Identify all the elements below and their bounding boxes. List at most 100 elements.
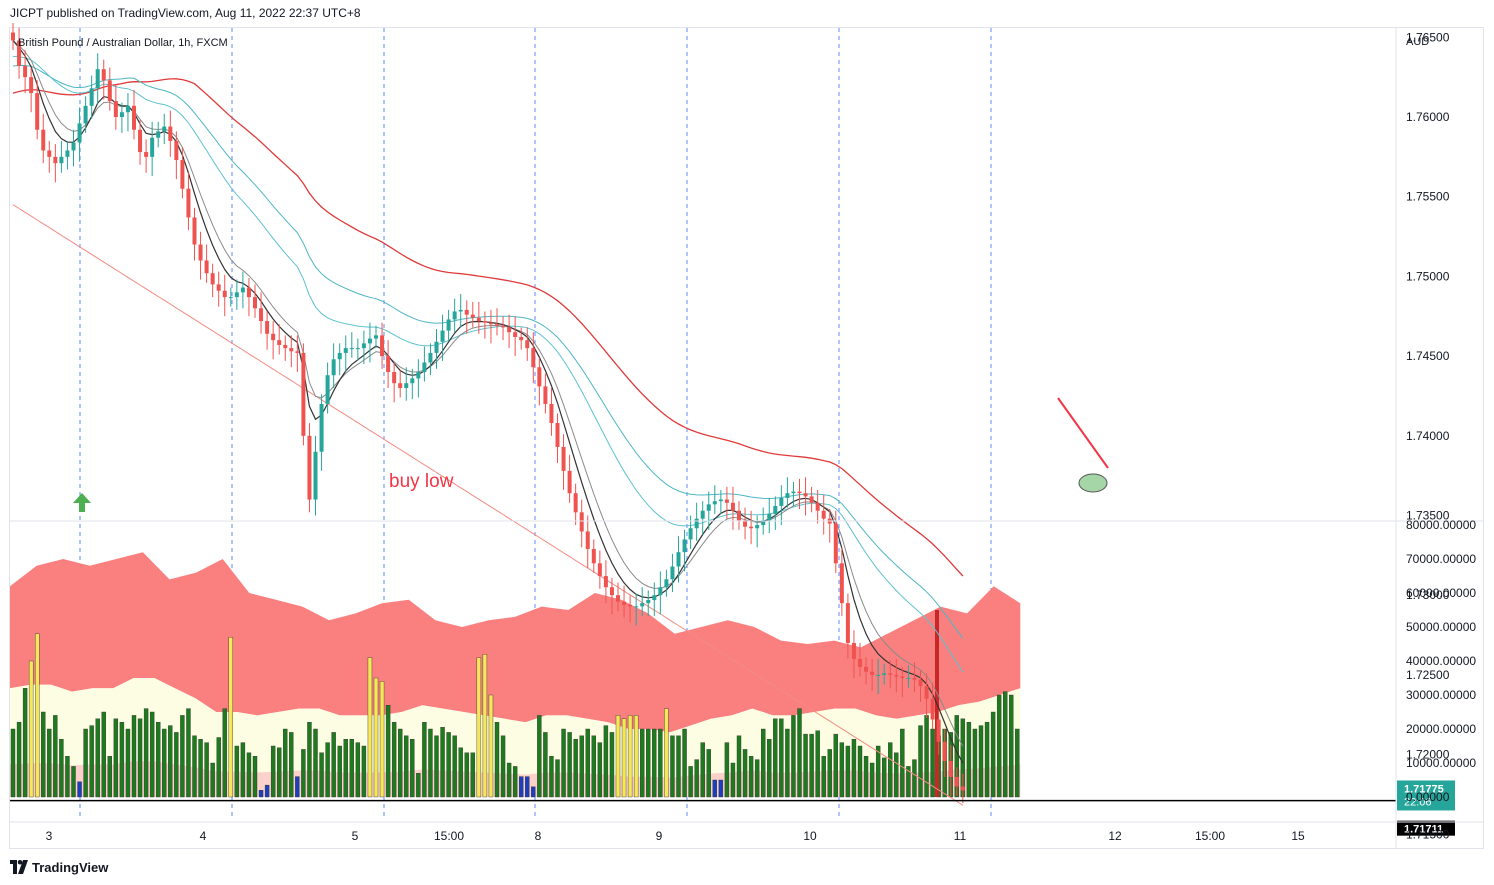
volume-bar (343, 739, 348, 798)
ema-60-line (12, 78, 964, 577)
volume-bar (1009, 694, 1014, 798)
buy-low-annotation[interactable]: buy low (389, 471, 454, 492)
volume-bar (337, 745, 342, 798)
volume-bar (101, 711, 106, 798)
candle-body (410, 378, 415, 384)
trend-line[interactable] (1057, 397, 1109, 469)
candle-body (585, 531, 590, 549)
candle-body (156, 131, 161, 138)
candle-body (761, 520, 766, 526)
volume-bar (706, 749, 711, 798)
volume-bar (640, 728, 645, 798)
volume-bar (307, 722, 312, 798)
candle-body (755, 525, 760, 529)
candle-body (851, 643, 856, 659)
price-tick-label: 1.72500 (1406, 668, 1450, 682)
last-price-badge (1397, 780, 1455, 811)
line-price-label: 1.71711 (1404, 824, 1443, 836)
volume-bar (385, 705, 391, 798)
candle-body (83, 105, 88, 124)
volume-tick-label: 20000.00000 (1406, 722, 1476, 736)
buy-zone-ellipse[interactable] (1078, 473, 1108, 493)
volume-bar (567, 732, 572, 798)
candle-body (924, 686, 929, 699)
candle-body (343, 348, 348, 353)
candle-body (670, 566, 675, 580)
candle-body (628, 604, 633, 607)
candle-body (495, 324, 499, 326)
candle-body (301, 352, 306, 436)
volume-bar (35, 633, 40, 798)
volume-bar (264, 784, 270, 798)
volume-bar (404, 735, 409, 798)
candle-body (386, 356, 391, 373)
volume-bar (355, 742, 361, 798)
volume-bar (59, 739, 64, 798)
candle-body (89, 88, 94, 106)
time-tick-label: 12 (1108, 829, 1122, 843)
candle-body (319, 403, 324, 452)
candle-body (664, 579, 669, 588)
volume-bar (996, 694, 1002, 798)
candle-body (204, 260, 209, 274)
time-tick-label: 4 (200, 829, 207, 843)
price-tick-label: 1.72000 (1406, 748, 1450, 762)
volume-bar (863, 756, 869, 798)
volume-bar (748, 756, 754, 798)
volume-bar (301, 749, 306, 798)
volume-bar (506, 762, 512, 798)
currency-label: AUD (1406, 36, 1429, 48)
time-tick-label: 10 (803, 829, 817, 843)
candle-body (325, 375, 330, 404)
candle-body (531, 348, 536, 368)
candle-body (519, 336, 524, 341)
volume-bar (22, 688, 28, 798)
candle-body (870, 671, 875, 675)
volume-bar (615, 715, 621, 798)
candle-body (47, 150, 52, 157)
ema-200-line (12, 204, 964, 806)
candle-body (380, 335, 385, 357)
volume-tick-label: 80000.00000 (1406, 518, 1476, 532)
volume-bar (549, 756, 554, 798)
volume-bar (373, 677, 379, 798)
candle-body (797, 491, 802, 494)
volume-bar (579, 735, 584, 798)
time-tick-label: 15:00 (434, 829, 464, 843)
candle-body (809, 496, 814, 503)
volume-bar (210, 762, 215, 798)
volume-bar (155, 722, 161, 798)
volume-bar (464, 752, 469, 798)
countdown-label: 22:06 (1404, 796, 1432, 808)
volume-bar (204, 742, 209, 798)
tradingview-brand[interactable]: TradingView (10, 858, 108, 876)
candle-body (743, 520, 748, 527)
volume-bar (452, 735, 457, 798)
candle-body (652, 595, 657, 600)
volume-tick-label: 40000.00000 (1406, 654, 1476, 668)
volume-bar (767, 739, 772, 798)
volume-bar (646, 728, 651, 798)
volume-bar (918, 725, 923, 798)
volume-bar (809, 733, 814, 798)
candle-body (507, 327, 512, 333)
volume-tick-label: 0.00000 (1406, 790, 1450, 804)
candle-body (906, 678, 911, 680)
volume-bar (779, 718, 784, 798)
candle-body (210, 273, 215, 285)
volume-bar (694, 759, 699, 798)
volume-bar (470, 752, 475, 798)
candle-body (918, 679, 923, 687)
volume-bar (990, 711, 996, 798)
volume-bar (319, 752, 324, 798)
candle-body (464, 309, 469, 315)
candle-body (942, 741, 947, 761)
candle-body (821, 510, 826, 519)
price-tick-label: 1.75500 (1406, 190, 1450, 204)
volume-bar (851, 739, 857, 798)
candle-body (634, 606, 639, 608)
volume-bar (664, 708, 669, 798)
candle-body (259, 308, 264, 322)
volume-bar (543, 732, 548, 798)
